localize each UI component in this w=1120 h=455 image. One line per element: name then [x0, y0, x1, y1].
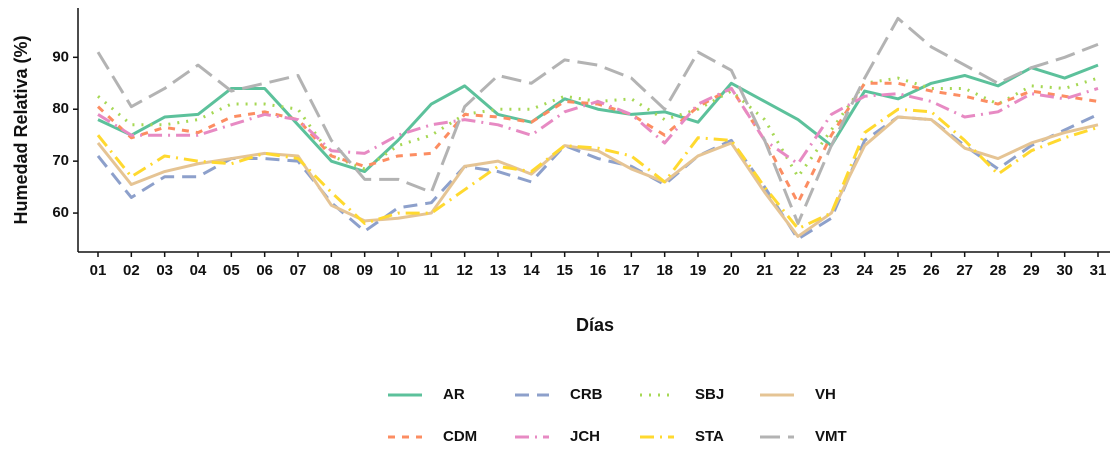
y-tick-label: 70: [52, 152, 69, 169]
x-tick-label: 04: [190, 262, 207, 279]
x-tick-label: 16: [590, 262, 607, 279]
x-tick-label: 05: [223, 262, 240, 279]
x-tick-label: 10: [390, 262, 407, 279]
x-tick-label: 26: [923, 262, 940, 279]
x-tick-label: 06: [256, 262, 273, 279]
x-tick-label: 09: [356, 262, 373, 279]
y-tick-label: 90: [52, 48, 69, 65]
legend-label: JCH: [570, 428, 600, 445]
legend-label: AR: [443, 386, 465, 403]
x-tick-label: 25: [890, 262, 907, 279]
line: [96, 16, 1099, 225]
x-tick-label: 24: [856, 262, 873, 279]
x-tick-label: 12: [456, 262, 473, 279]
x-tick-label: 28: [990, 262, 1007, 279]
x-tick-label: 19: [690, 262, 707, 279]
y-axis-label: Humedad Relativa (%): [11, 35, 31, 224]
line: [96, 107, 1099, 231]
legend-label: CDM: [443, 428, 477, 445]
x-tick-label: 21: [756, 262, 773, 279]
x-tick-label: 29: [1023, 262, 1040, 279]
legend-label: SBJ: [695, 386, 724, 403]
line: [96, 113, 1099, 241]
y-tick-label: 80: [52, 100, 69, 117]
x-tick-label: 07: [290, 262, 307, 279]
x-tick-label: 27: [956, 262, 973, 279]
legend-label: VMT: [815, 428, 847, 445]
x-tick-label: 30: [1056, 262, 1073, 279]
line: [96, 115, 1099, 238]
y-tick-label: 60: [52, 204, 69, 221]
x-tick-label: 31: [1090, 262, 1107, 279]
line: [97, 86, 1099, 166]
legend-label: CRB: [570, 386, 603, 403]
x-tick-label: 01: [90, 262, 107, 279]
x-tick-label: 15: [556, 262, 573, 279]
legend-label: VH: [815, 386, 836, 403]
line: [97, 63, 1099, 174]
x-tick-label: 23: [823, 262, 840, 279]
line: [96, 81, 1099, 205]
x-tick-label: 02: [123, 262, 140, 279]
x-tick-label: 11: [423, 262, 439, 279]
x-tick-label: 20: [723, 262, 740, 279]
x-tick-label: 17: [623, 262, 640, 279]
x-tick-label: 18: [656, 262, 673, 279]
x-tick-label: 14: [523, 262, 540, 279]
x-tick-label: 13: [490, 262, 507, 279]
legend-label: STA: [695, 428, 724, 445]
x-tick-label: 03: [156, 262, 173, 279]
x-tick-label: 22: [790, 262, 807, 279]
x-tick-label: 08: [323, 262, 340, 279]
x-axis-label: Días: [576, 315, 614, 335]
